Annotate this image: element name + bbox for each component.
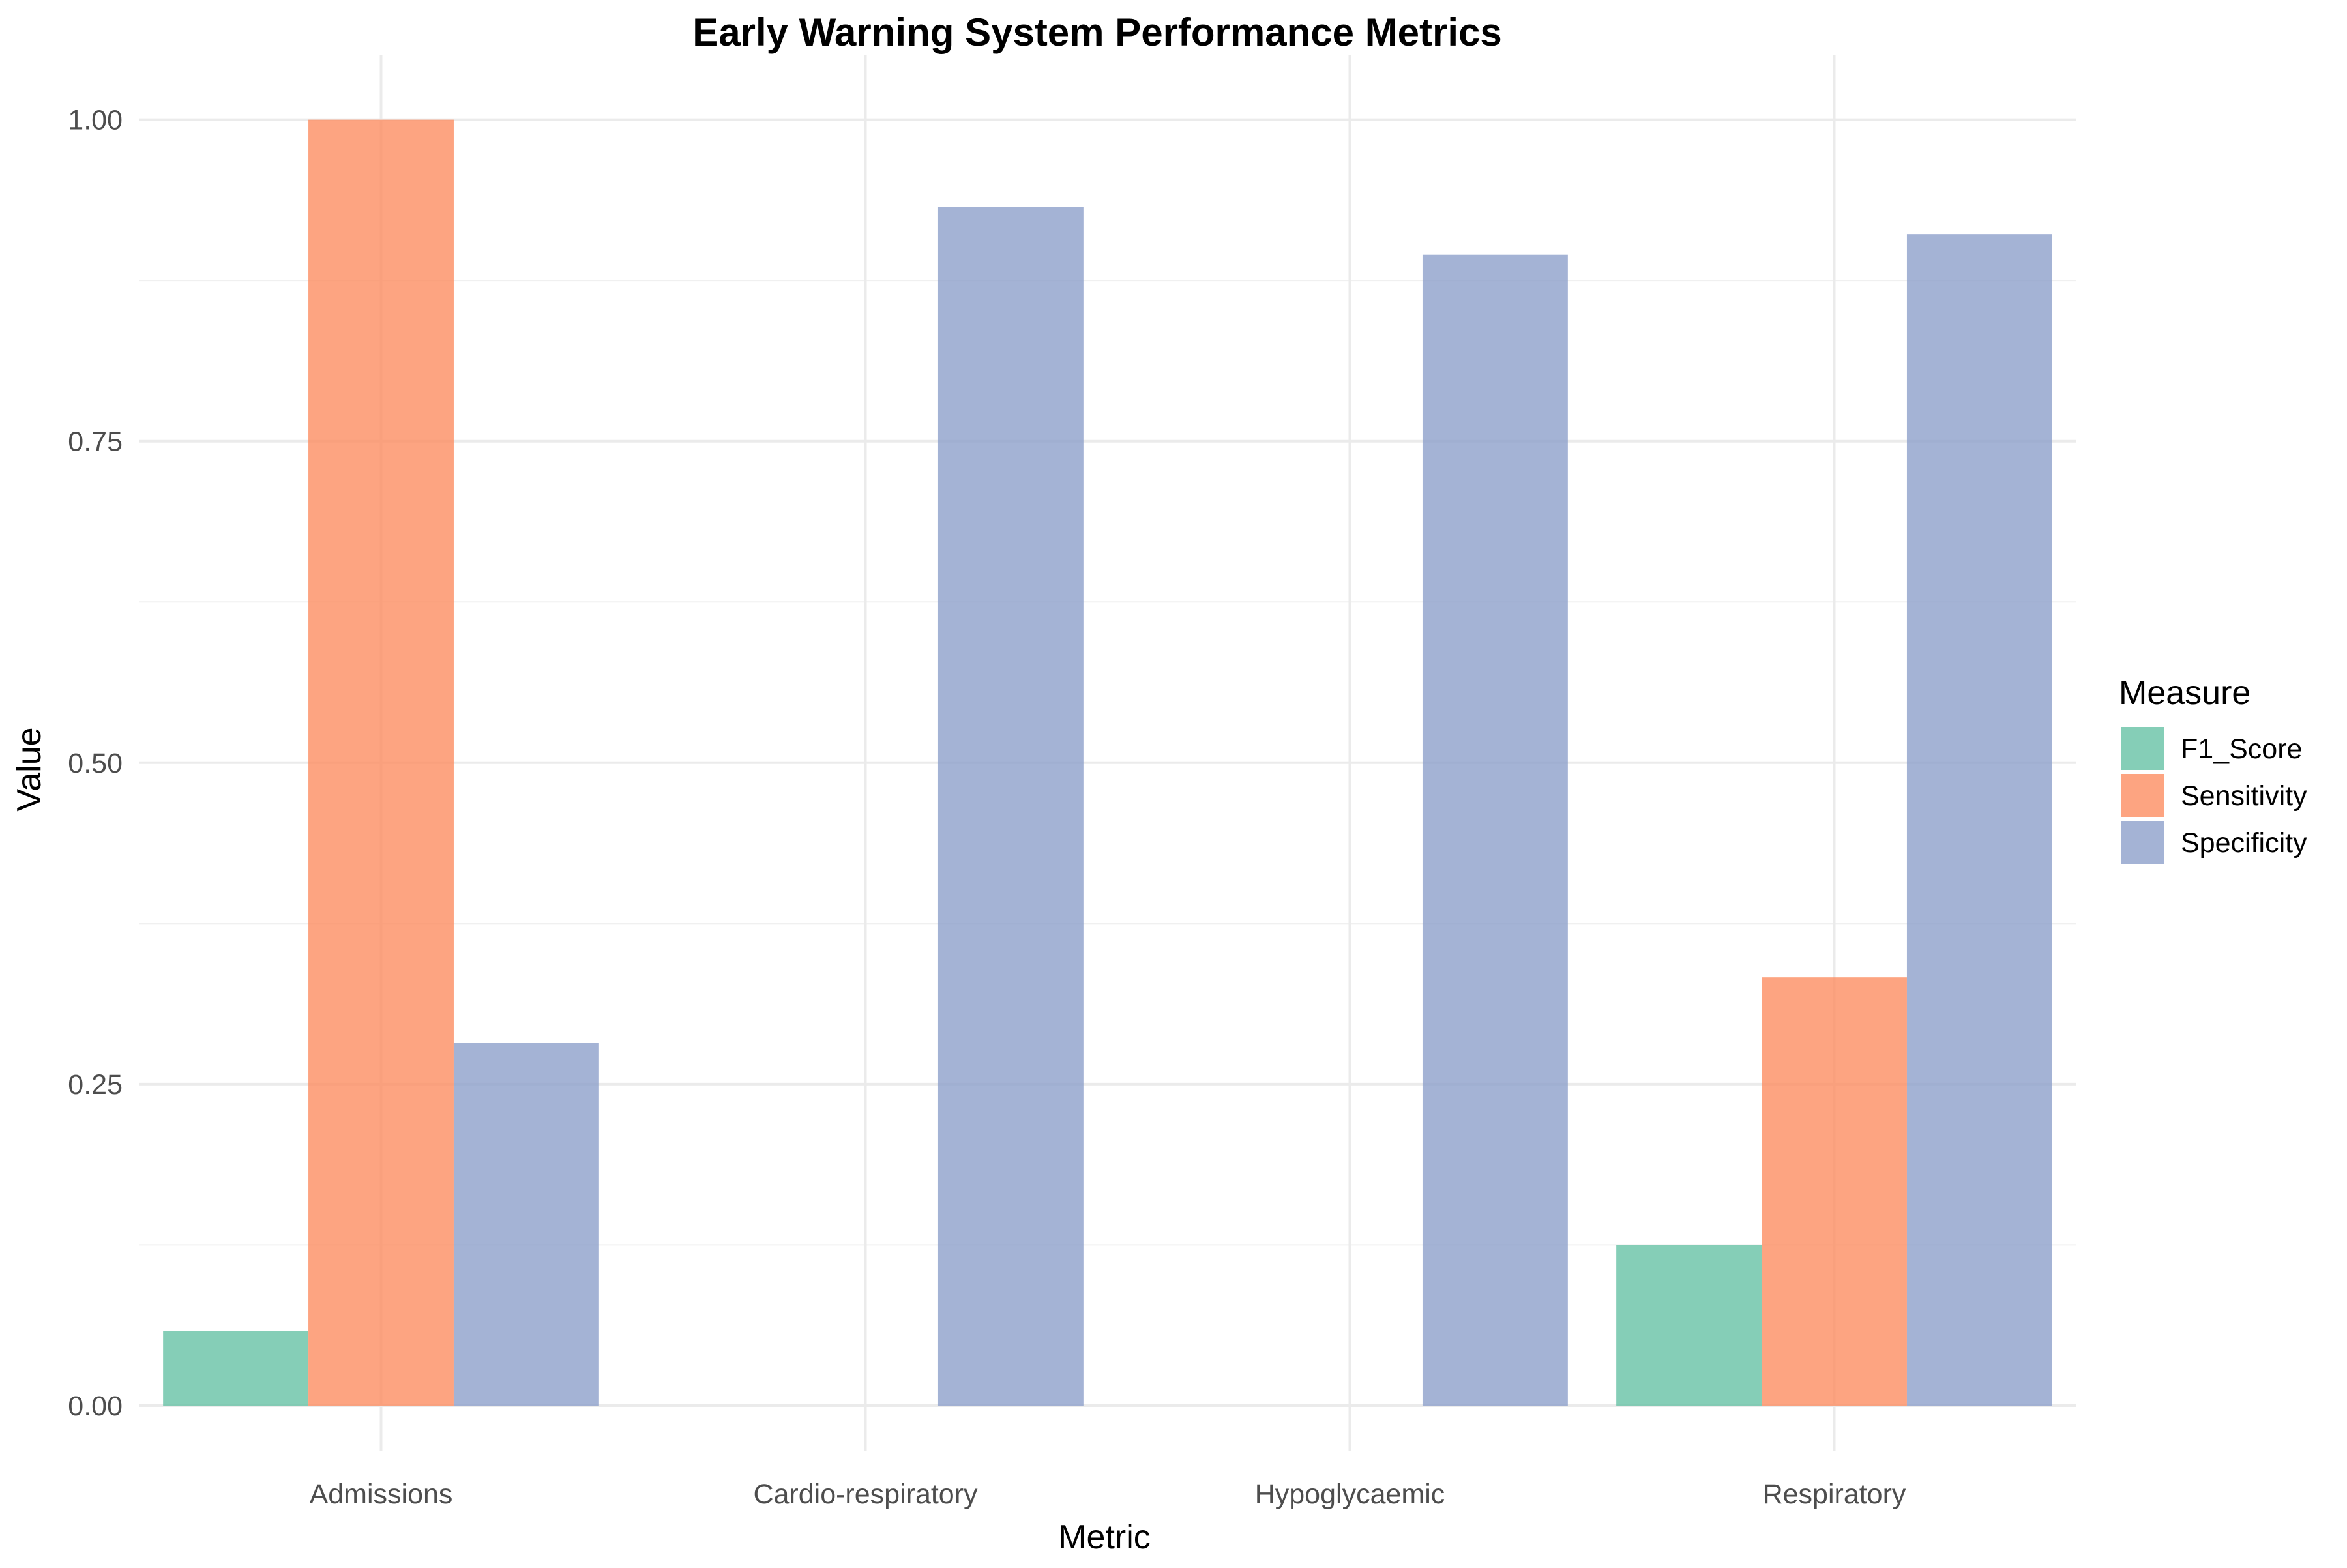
x-tick-label: Hypoglycaemic xyxy=(1255,1479,1445,1510)
legend-swatch-f1-score xyxy=(2121,727,2164,770)
bar-f1-score-respiratory xyxy=(1616,1245,1762,1406)
legend-label-sensitivity: Sensitivity xyxy=(2181,780,2307,812)
bar-specificity-respiratory xyxy=(1906,234,2052,1406)
legend-swatch-sensitivity xyxy=(2121,774,2164,817)
bar-sensitivity-respiratory xyxy=(1762,977,1907,1406)
x-tick-label: Cardio-respiratory xyxy=(753,1479,978,1510)
x-axis-ticks: Admissions Cardio-respiratory Hypoglycaemi… xyxy=(310,1479,1906,1510)
y-tick-label: 0.50 xyxy=(68,748,123,779)
x-tick-label: Admissions xyxy=(310,1479,453,1510)
chart-title: Early Warning System Performance Metrics xyxy=(692,10,1502,54)
y-axis-title: Value xyxy=(10,727,48,811)
bar-f1-score-admissions xyxy=(163,1331,309,1406)
y-tick-label: 0.75 xyxy=(68,426,123,458)
y-tick-label: 0.25 xyxy=(68,1069,123,1101)
legend-swatch-specificity xyxy=(2121,821,2164,864)
x-tick-label: Respiratory xyxy=(1763,1479,1906,1510)
legend: Measure F1_Score Sensitivity Specificity xyxy=(2119,674,2307,864)
bar-specificity-cardio-respiratory xyxy=(937,207,1084,1406)
y-axis-ticks: 0.00 0.25 0.50 0.75 1.00 xyxy=(68,105,123,1422)
y-tick-label: 0.00 xyxy=(68,1391,123,1422)
legend-label-specificity: Specificity xyxy=(2181,827,2307,859)
legend-items: F1_Score Sensitivity Specificity xyxy=(2121,727,2307,864)
legend-label-f1-score: F1_Score xyxy=(2181,733,2302,765)
x-axis-title: Metric xyxy=(1058,1518,1151,1556)
bars xyxy=(163,119,2052,1406)
legend-title: Measure xyxy=(2119,674,2251,712)
bar-specificity-hypoglycaemic xyxy=(1422,254,1568,1406)
y-tick-label: 1.00 xyxy=(68,105,123,136)
bar-sensitivity-admissions xyxy=(308,119,454,1406)
bar-specificity-admissions xyxy=(453,1043,599,1406)
